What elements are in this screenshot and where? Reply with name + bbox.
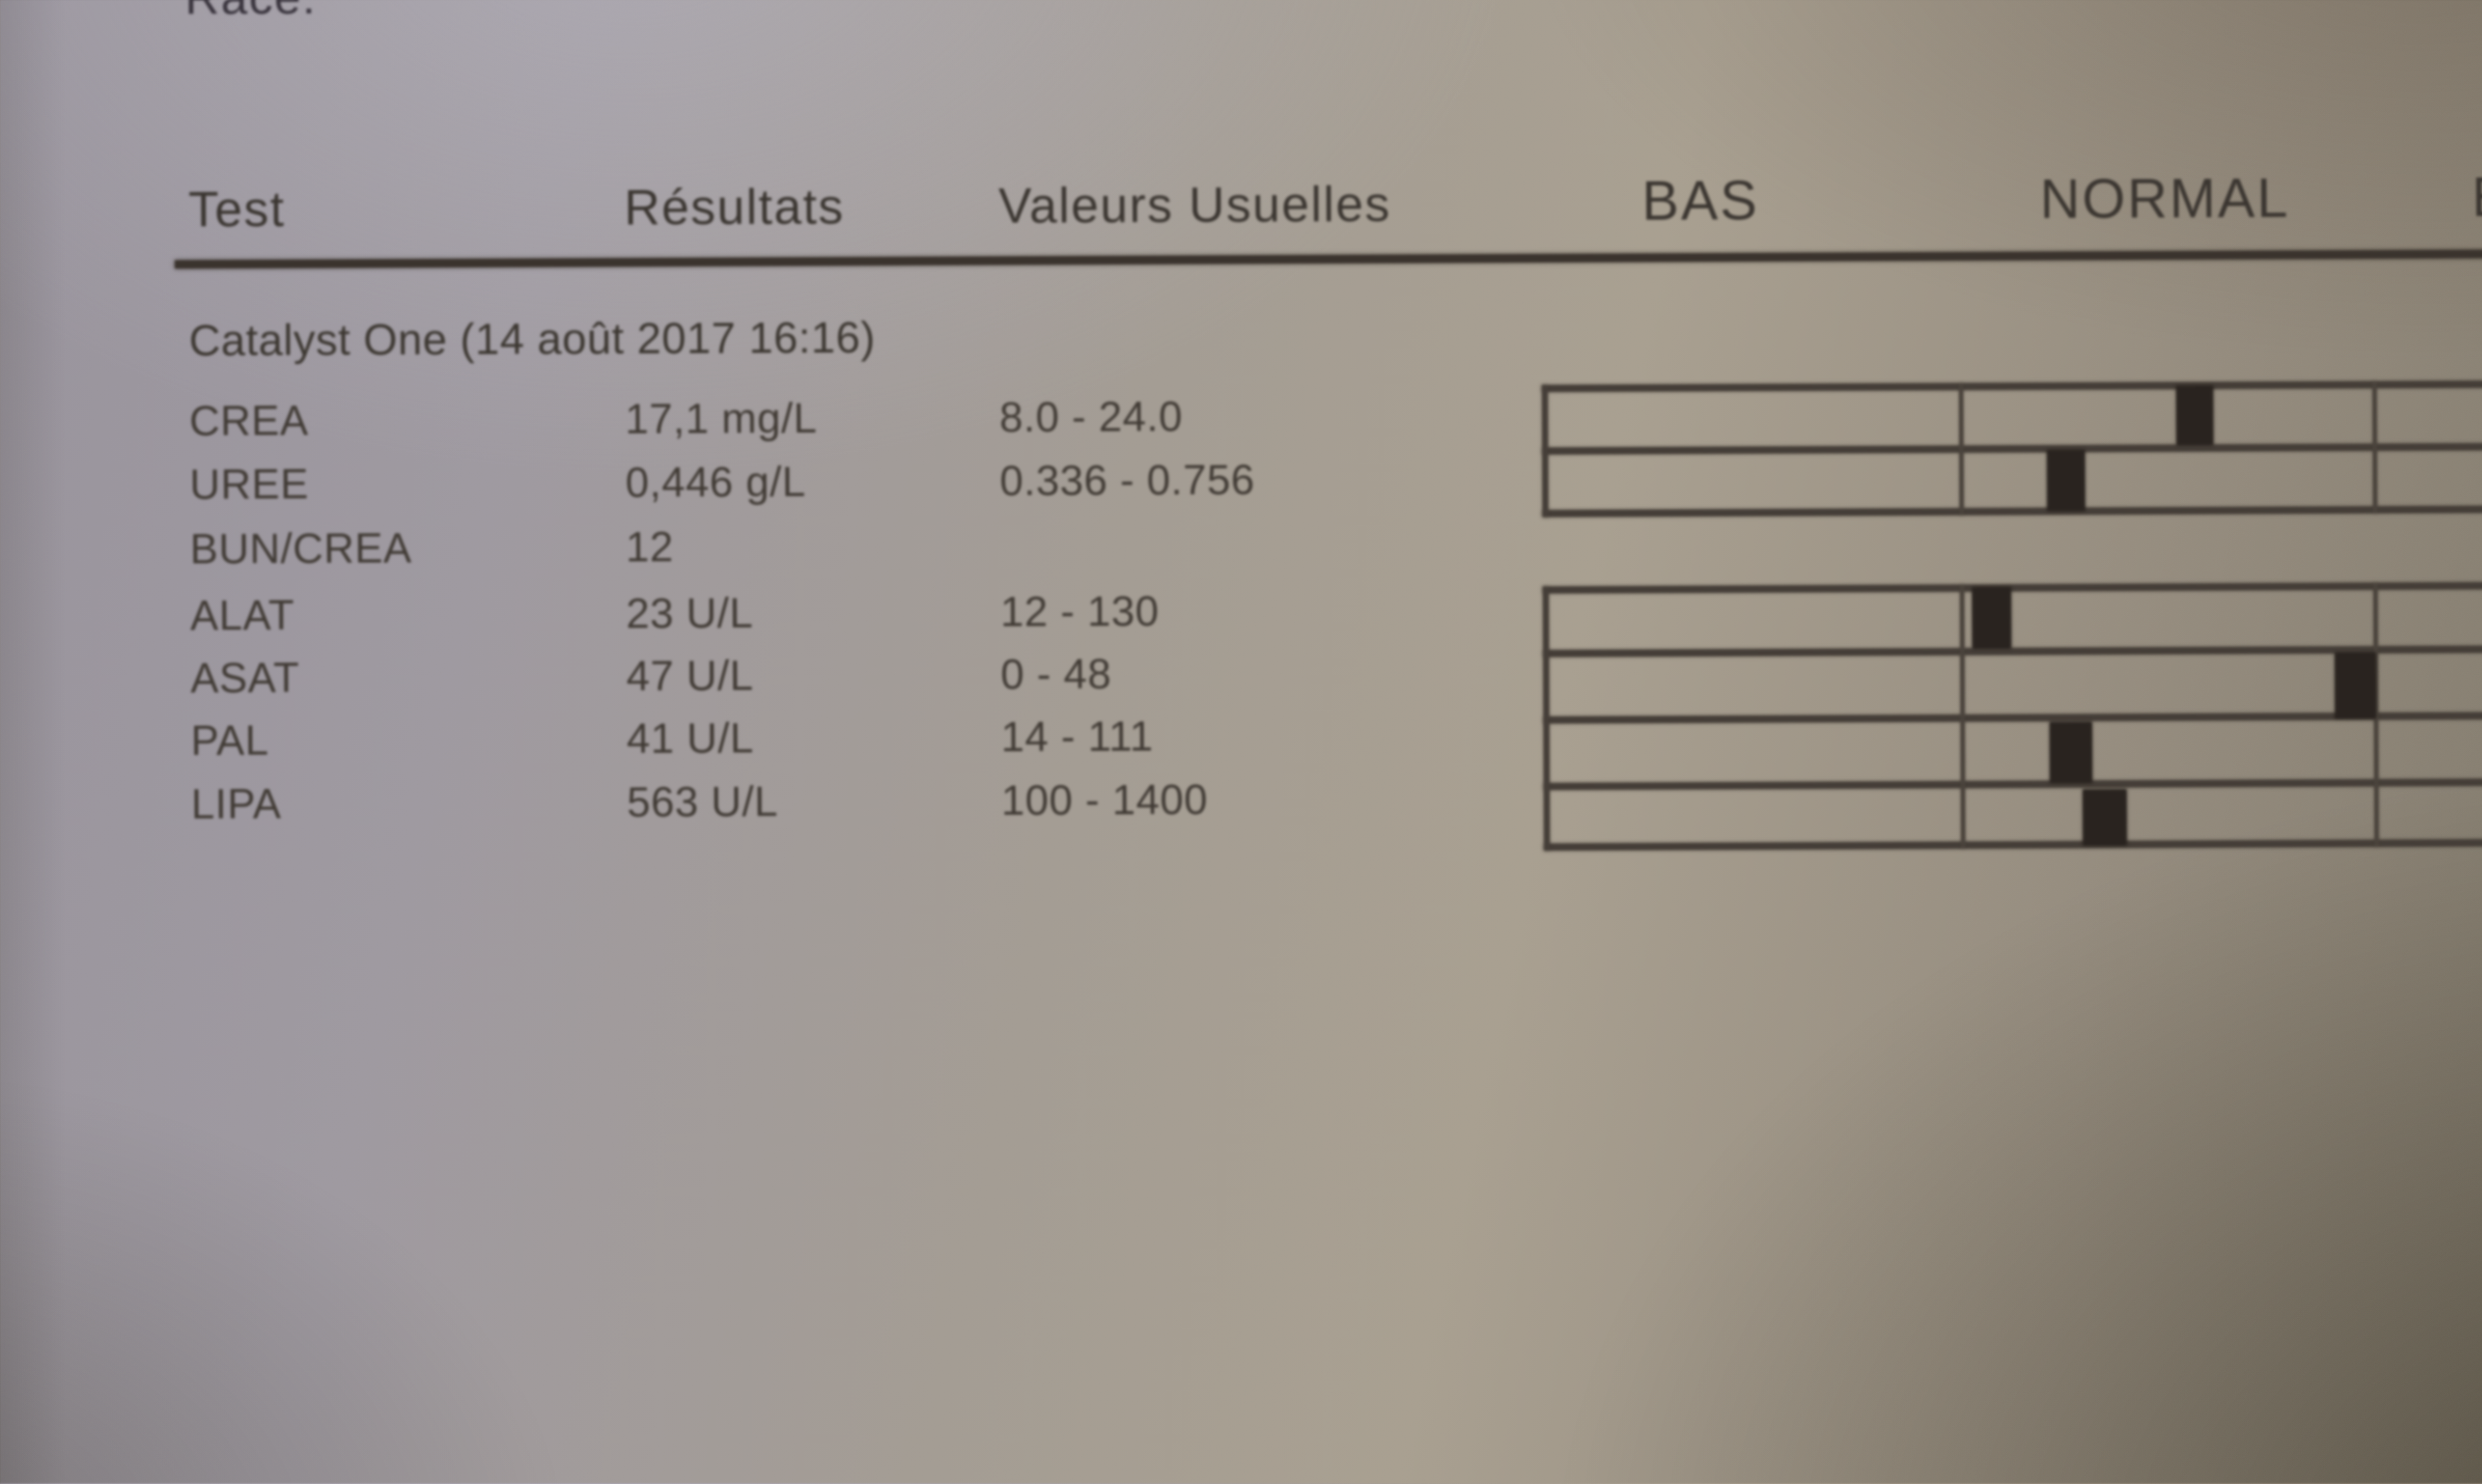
column-header-low: BAS — [1642, 169, 1759, 232]
chart-row-line — [1542, 442, 2482, 455]
test-range: 0.336 - 0.756 — [999, 456, 1255, 505]
test-name: BUN/CREA — [190, 525, 413, 573]
test-result: 563 U/L — [626, 778, 778, 826]
result-marker-crea — [2176, 386, 2213, 445]
test-name: PAL — [191, 717, 269, 765]
test-result: 23 U/L — [625, 589, 754, 638]
test-name: LIPA — [191, 780, 282, 828]
range-chart-group-2 — [1542, 581, 2482, 851]
column-header-test: Test — [188, 181, 286, 238]
chart-row-line — [1544, 838, 2482, 851]
test-name: ASAT — [190, 654, 300, 702]
test-name: UREE — [189, 460, 309, 509]
test-name: ALAT — [190, 592, 295, 640]
section-title: Catalyst One (14 août 2017 16:16) — [189, 312, 876, 365]
result-marker-uree — [2047, 450, 2085, 511]
column-header-high: ÉLEVÉ — [2472, 165, 2482, 228]
column-header-results: Résultats — [624, 179, 845, 236]
race-label: Race: — [185, 0, 317, 24]
result-marker-asat — [2335, 653, 2376, 719]
test-range: 100 - 1400 — [1001, 776, 1208, 824]
result-marker-alat — [1972, 587, 2011, 648]
test-range: 12 - 130 — [1000, 588, 1160, 636]
test-result: 41 U/L — [626, 714, 754, 763]
test-range: 0 - 48 — [1000, 650, 1112, 698]
column-header-usual-values: Valeurs Usuelles — [998, 176, 1391, 234]
test-row-bun-crea: BUN/CREA 12 — [1, 515, 2482, 581]
test-result: 17,1 mg/L — [625, 395, 818, 443]
test-range: 14 - 111 — [1001, 713, 1154, 761]
chart-column-divider-bas-normal — [1959, 383, 1964, 515]
result-marker-lipa — [2082, 789, 2127, 845]
chart-left-border — [1542, 385, 1549, 517]
test-result: 12 — [625, 523, 674, 571]
column-header-normal: NORMAL — [2040, 166, 2290, 230]
header-underline — [174, 249, 2482, 269]
chart-column-divider-normal-eleve — [2372, 381, 2378, 514]
test-range: 8.0 - 24.0 — [999, 393, 1183, 441]
range-chart-group-1 — [1542, 380, 2482, 517]
chart-row-line — [1542, 380, 2482, 392]
test-result: 0,446 g/L — [625, 458, 806, 507]
test-result: 47 U/L — [626, 652, 754, 700]
chart-column-divider-bas-normal — [1959, 584, 1966, 849]
test-name: CREA — [189, 397, 309, 445]
chart-row-line — [1543, 778, 2482, 790]
chart-left-border — [1542, 586, 1550, 851]
result-marker-pal — [2050, 722, 2092, 783]
